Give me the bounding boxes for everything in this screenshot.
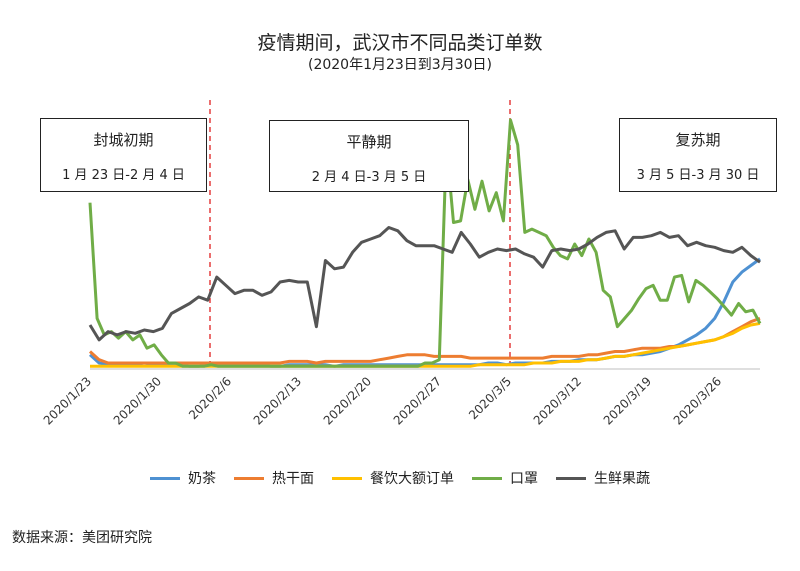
series-line-4 (88, 226, 761, 342)
series-line-3 (88, 118, 762, 368)
series-line-2 (90, 321, 761, 368)
phase-name: 复苏期 (675, 131, 721, 149)
x-tick-label: 2020/2/6 (186, 374, 234, 422)
legend-swatch (150, 476, 180, 480)
legend-label: 热干面 (272, 471, 314, 487)
x-tick-label: 2020/1/23 (41, 374, 94, 427)
legend-swatch (472, 476, 502, 480)
x-tick-label: 2020/1/30 (111, 374, 164, 427)
phase-name: 封城初期 (93, 131, 154, 149)
legend-label: 口罩 (510, 471, 538, 487)
phase-box-early-lockdown: 封城初期 1 月 23 日-2 月 4 日 (40, 118, 207, 192)
phase-box-recovery: 复苏期 3 月 5 日-3 月 30 日 (619, 118, 777, 192)
legend-swatch (332, 476, 362, 480)
x-tick-label: 2020/3/26 (671, 374, 724, 427)
x-tick-label: 2020/2/20 (321, 374, 374, 427)
legend-label: 奶茶 (188, 471, 216, 487)
phase-box-calm: 平静期 2 月 4 日-3 月 5 日 (269, 120, 469, 192)
data-source-note: 数据来源：美团研究院 (12, 530, 152, 546)
legend-item-fresh-produce: 生鲜果蔬 (556, 468, 650, 488)
x-tick-label: 2020/2/13 (251, 374, 304, 427)
x-tick-label: 2020/3/12 (531, 374, 584, 427)
chart-subtitle: (2020年1月23日到3月30日) (308, 57, 492, 73)
phase-range: 3 月 5 日-3 月 30 日 (636, 168, 760, 183)
phase-range: 2 月 4 日-3 月 5 日 (311, 170, 427, 185)
legend: 奶茶 热干面 餐饮大额订单 口罩 生鲜果蔬 (0, 468, 800, 488)
legend-item-masks: 口罩 (472, 468, 538, 488)
legend-item-large-dining-orders: 餐饮大额订单 (332, 468, 454, 488)
x-tick-label: 2020/3/5 (466, 374, 514, 422)
legend-label: 生鲜果蔬 (594, 471, 650, 487)
legend-swatch (234, 476, 264, 480)
x-tick-label: 2020/2/27 (391, 374, 444, 427)
phase-name: 平静期 (346, 133, 392, 151)
x-tick-label: 2020/3/19 (601, 374, 654, 427)
legend-item-hot-dry-noodles: 热干面 (234, 468, 314, 488)
series-line-1 (88, 316, 761, 365)
chart-title: 疫情期间，武汉市不同品类订单数 (257, 32, 543, 54)
legend-swatch (556, 476, 586, 480)
legend-item-milk-tea: 奶茶 (150, 468, 216, 488)
legend-label: 餐饮大额订单 (370, 471, 454, 487)
phase-range: 1 月 23 日-2 月 4 日 (62, 168, 185, 183)
